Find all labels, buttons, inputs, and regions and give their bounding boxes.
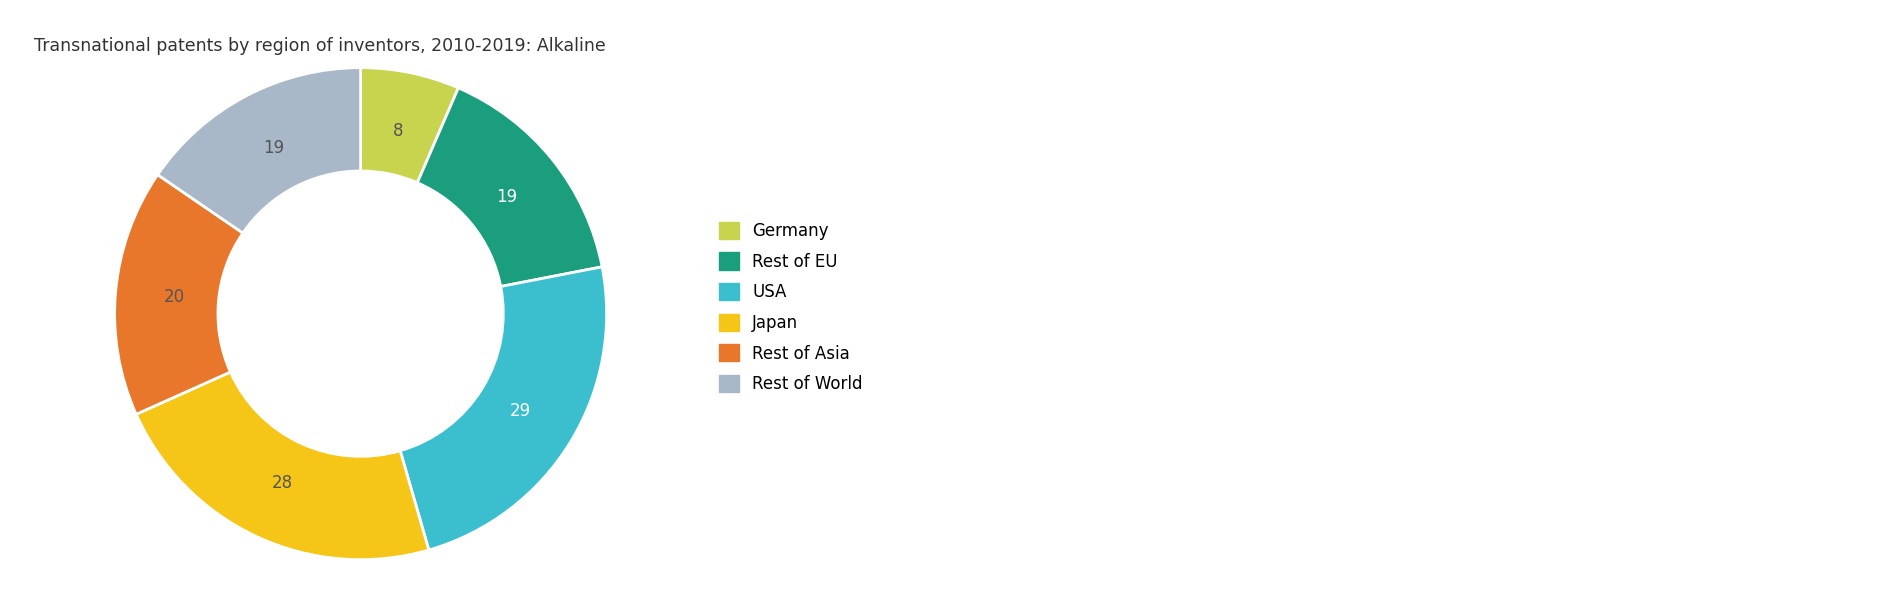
- Text: 29: 29: [509, 402, 531, 420]
- Wedge shape: [158, 68, 361, 233]
- Text: 19: 19: [495, 188, 516, 205]
- Wedge shape: [361, 68, 459, 183]
- Wedge shape: [137, 372, 429, 560]
- Legend: Germany, Rest of EU, USA, Japan, Rest of Asia, Rest of World: Germany, Rest of EU, USA, Japan, Rest of…: [710, 213, 871, 402]
- Wedge shape: [114, 175, 243, 415]
- Text: Transnational patents by region of inventors, 2010-2019: Alkaline: Transnational patents by region of inven…: [34, 37, 605, 55]
- Text: 20: 20: [163, 288, 184, 306]
- Wedge shape: [400, 267, 607, 550]
- Text: 28: 28: [271, 474, 292, 492]
- Text: 19: 19: [262, 139, 285, 157]
- Wedge shape: [418, 88, 602, 287]
- Text: 8: 8: [393, 122, 404, 140]
